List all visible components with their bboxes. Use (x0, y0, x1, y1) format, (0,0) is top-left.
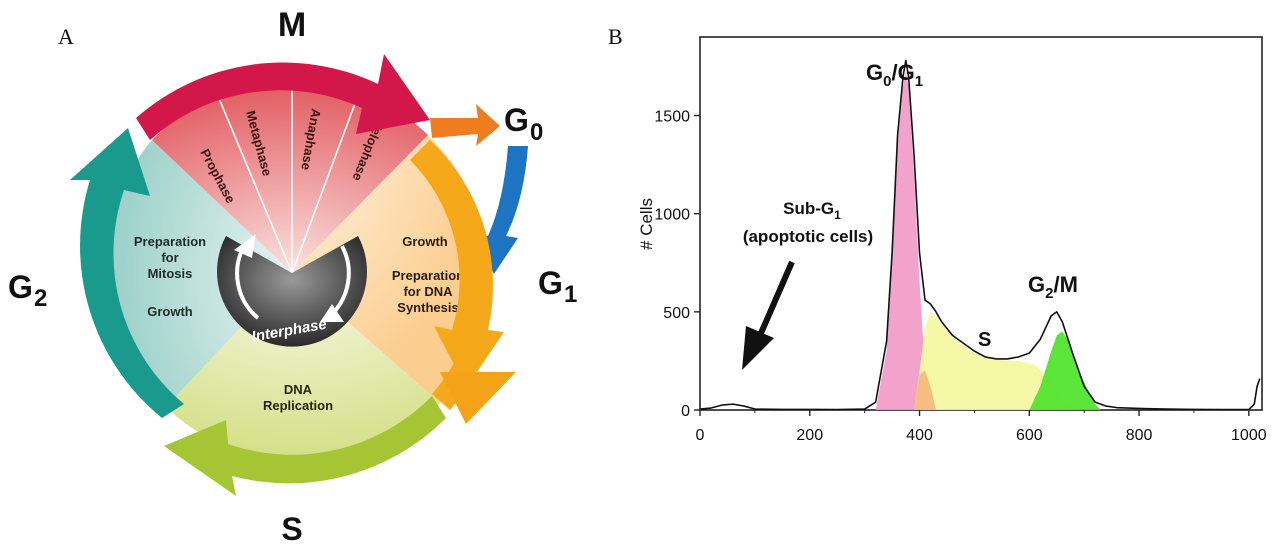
phase-label-g2-sub: 2 (34, 285, 47, 312)
g1-text-line4: Synthesis (397, 300, 458, 315)
subg1-sub: 1 (834, 208, 841, 222)
y-tick-label: 0 (681, 403, 690, 420)
g0g1-g: G (866, 60, 883, 85)
series-area-s (914, 311, 1074, 410)
phase-label-g1-main: G (538, 265, 563, 301)
phase-label-g1-sub: 1 (564, 281, 577, 308)
annotation-subg1: Sub-G1 (apoptotic cells) (743, 199, 873, 246)
g1-sector-text: Growth Preparation for DNA Synthesis (392, 234, 464, 315)
subg1-main: Sub-G (783, 199, 834, 218)
y-tick-label: 500 (663, 305, 690, 322)
g1-arrowhead (440, 372, 516, 424)
g2-text-line2: for (161, 250, 178, 265)
x-tick-label: 800 (1126, 427, 1153, 444)
annotation-g0g1: G0/G1 (866, 60, 923, 90)
plot-layer (699, 59, 1261, 411)
g2-sector-text: Preparation for Mitosis Growth (134, 234, 206, 319)
s-text-line1: DNA (284, 382, 313, 397)
cell-cycle-diagram: A Interphase Prophase Metaphase Anaphase… (8, 6, 577, 546)
g1-text-line1: Growth (402, 234, 448, 249)
x-tick-label: 400 (906, 427, 933, 444)
s-sector (166, 273, 440, 462)
svg-text:G2/M: G2/M (1028, 272, 1078, 302)
g0g1-sub1: 1 (915, 73, 923, 90)
panel-b-label: B (608, 24, 623, 49)
g2-arrow (70, 128, 184, 418)
phase-label-g1: G 1 (538, 265, 577, 308)
phase-label-s: S (281, 511, 302, 546)
y-tick-label: 1000 (654, 207, 690, 224)
svg-text:Sub-G1: Sub-G1 (783, 199, 841, 222)
phase-label-m: M (278, 6, 306, 44)
s-sector-text: DNA Replication (263, 382, 333, 413)
phase-label-g0: G 0 (504, 102, 543, 146)
x-tick-label: 200 (796, 427, 823, 444)
g2m-sub: 2 (1045, 285, 1053, 302)
g0g1-slash: /G (891, 60, 914, 85)
g1-sector (292, 135, 488, 403)
phase-label-g0-main: G (504, 102, 529, 138)
interphase-ring-left (235, 245, 260, 320)
g2-text-line4: Growth (147, 304, 193, 319)
g2m-rest: /M (1053, 272, 1077, 297)
svg-text:G0/G1: G0/G1 (866, 60, 923, 90)
g1-text-line3: for DNA (403, 284, 453, 299)
series-area-overlap (914, 370, 936, 410)
g2-text-line1: Preparation (134, 234, 206, 249)
s-text-line2: Replication (263, 398, 333, 413)
g1-arrow (410, 140, 504, 388)
g2-sector (105, 140, 292, 407)
g2-text-line3: Mitosis (148, 266, 193, 281)
x-tick-label: 600 (1016, 427, 1043, 444)
s-arrow (164, 396, 446, 496)
subg1-arrow (742, 260, 795, 370)
interphase-arrowhead-right (320, 304, 344, 322)
m-arrow (136, 54, 430, 140)
dna-histogram: B # Cells 0 200 400 600 800 1000050010001500 … (608, 24, 1267, 444)
panel-a-label: A (58, 24, 74, 49)
subg1-line2: (apoptotic cells) (743, 227, 873, 246)
g0g1-sub0: 0 (883, 73, 891, 90)
interphase-ring-right (328, 245, 351, 318)
x-tick-label: 1000 (1231, 427, 1267, 444)
tick-layer: 0 200 400 600 800 1000 0 500 1000 1500 (654, 109, 1266, 444)
g2m-g: G (1028, 272, 1045, 297)
g0-arrow (430, 104, 500, 146)
histogram-line (699, 59, 1261, 411)
phase-label-g2: G 2 (8, 269, 47, 312)
series-area-g0-g1 (875, 72, 931, 410)
annotation-g2m: G2/M (1028, 272, 1078, 302)
phase-label-g0-sub: 0 (530, 119, 543, 146)
x-tick-label: 0 (696, 427, 705, 444)
series-area-g2-m (1029, 331, 1101, 410)
phase-label-g2-main: G (8, 269, 33, 305)
annotation-s: S (978, 329, 991, 351)
interphase-arrowhead-left (234, 234, 256, 258)
y-tick-label: 1500 (654, 109, 690, 126)
g1-text-line2: Preparation (392, 268, 464, 283)
mitosis-dividers (217, 80, 361, 274)
y-axis-label: # Cells (637, 198, 656, 250)
